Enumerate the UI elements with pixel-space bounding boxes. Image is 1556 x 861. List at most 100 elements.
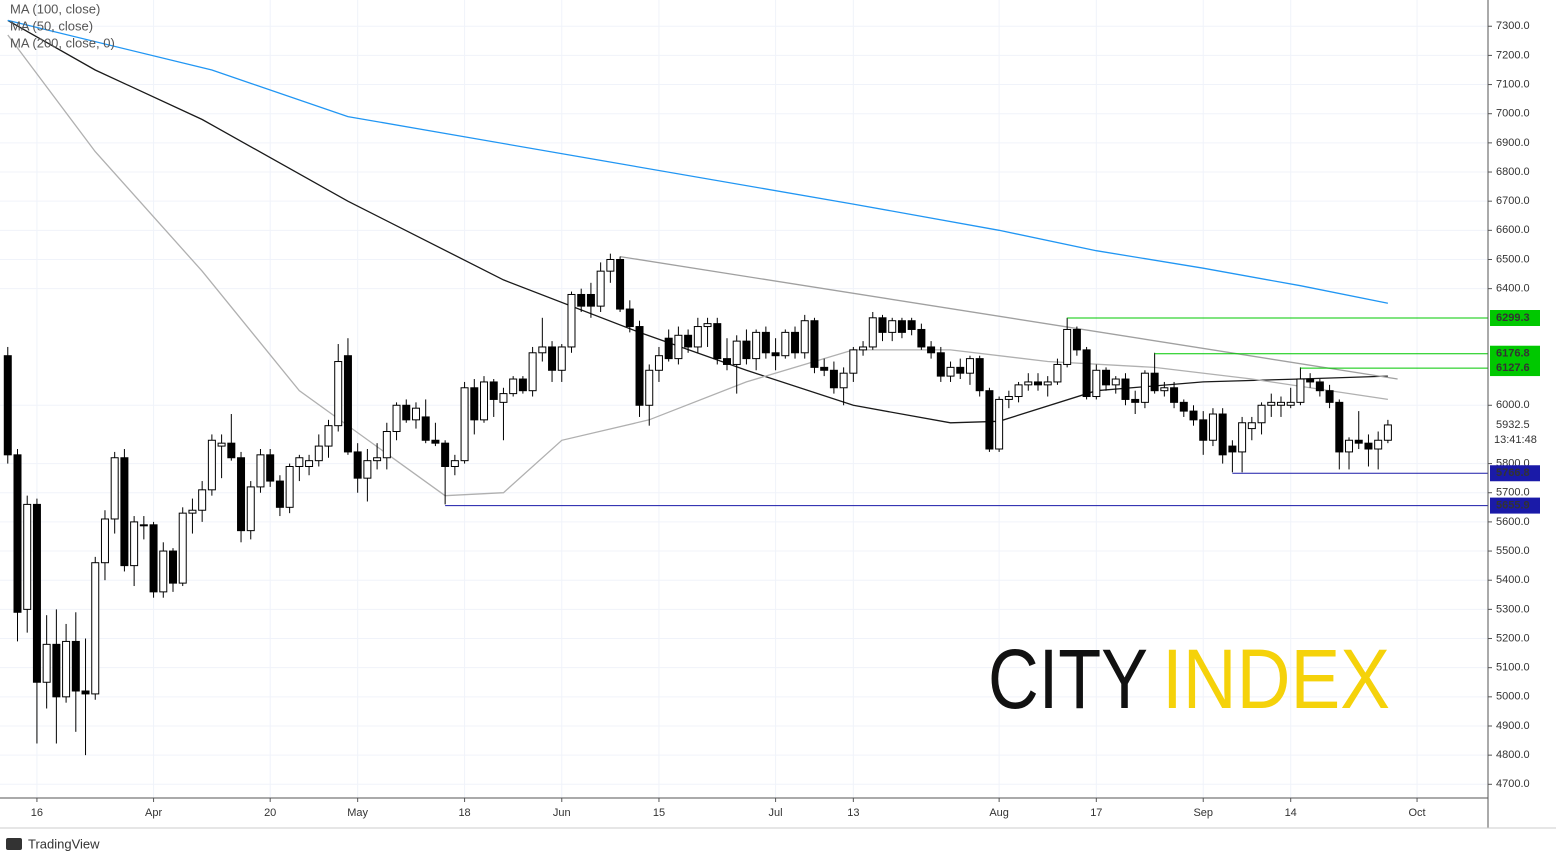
x-tick-label: 14 — [1285, 807, 1297, 819]
candle-body — [169, 550, 178, 584]
y-tick-label: 7100.0 — [1496, 78, 1530, 90]
candle-body — [1063, 328, 1072, 365]
footer-logo — [6, 838, 22, 850]
candle-body — [616, 258, 625, 310]
candle-body — [927, 346, 936, 354]
candle-body — [81, 690, 90, 695]
x-tick-label: 18 — [458, 807, 470, 819]
candle-body — [139, 524, 148, 527]
candle-body — [324, 425, 333, 447]
watermark-left: CITY — [988, 632, 1148, 726]
candle-body — [1004, 396, 1013, 400]
candle-body — [314, 445, 323, 462]
candle-body — [1218, 413, 1227, 456]
candle-body — [499, 393, 508, 403]
legend-entry: MA (200, close, 0) — [10, 35, 115, 50]
candle-body — [1325, 390, 1334, 403]
x-tick-label: 17 — [1090, 807, 1102, 819]
candle-body — [1296, 378, 1305, 403]
y-tick-label: 6700.0 — [1496, 195, 1530, 207]
level-label: 6176.8 — [1496, 348, 1530, 360]
level-label: 5766.8 — [1496, 467, 1530, 479]
candle-body — [956, 366, 965, 374]
x-tick-label: Oct — [1408, 807, 1425, 819]
candle-body — [548, 346, 557, 371]
candle-body — [480, 381, 489, 421]
candle-body — [635, 326, 644, 406]
watermark-right: INDEX — [1162, 632, 1390, 726]
candle-body — [781, 331, 790, 357]
candle-body — [1131, 398, 1140, 403]
candle-body — [363, 460, 372, 479]
candle-body — [1121, 378, 1130, 400]
candle-body — [1247, 422, 1256, 430]
candle-body — [703, 323, 712, 328]
candle-body — [1228, 445, 1237, 453]
candle-body — [557, 346, 566, 371]
candle-body — [810, 320, 819, 368]
candle-body — [227, 442, 236, 459]
candle-body — [3, 355, 12, 456]
candle-body — [295, 457, 304, 467]
candle-body — [100, 518, 109, 564]
candle-body — [936, 352, 945, 377]
candle-body — [441, 442, 450, 467]
candle-body — [946, 366, 955, 377]
candle-body — [849, 349, 858, 374]
candle-body — [645, 369, 654, 406]
candle-body — [246, 486, 255, 532]
candle-body — [791, 331, 800, 354]
candle-body — [528, 352, 537, 392]
candle-body — [577, 293, 586, 307]
candle-body — [596, 270, 605, 307]
candle-body — [1345, 439, 1354, 453]
candle-body — [382, 431, 391, 459]
y-tick-label: 5400.0 — [1496, 574, 1530, 586]
axes: 4700.0 4800.0 4900.0 5000.0 5100.0 5200.0 5300… — [31, 20, 1540, 819]
candle-body — [868, 317, 877, 348]
legend-entry: MA (50, close) — [10, 18, 93, 33]
candle-body — [1043, 381, 1052, 386]
candle-body — [305, 460, 314, 467]
x-tick-label: Jul — [769, 807, 783, 819]
legend-entry: MA (100, close) — [10, 1, 100, 16]
candle-body — [411, 407, 420, 421]
candle-body — [742, 340, 751, 360]
candle-body — [353, 451, 362, 479]
candle-body — [1267, 401, 1276, 406]
candle-body — [1315, 381, 1324, 392]
candle-body — [1034, 381, 1043, 386]
footer-brand[interactable]: TradingView — [28, 836, 100, 851]
candle-body — [1140, 372, 1149, 403]
x-tick-label: Apr — [145, 807, 162, 819]
candle-body — [1072, 328, 1081, 351]
candle-body — [654, 355, 663, 371]
candle-body — [820, 366, 829, 371]
candle-body — [586, 293, 595, 307]
candle-body — [761, 331, 770, 354]
candle-body — [343, 355, 352, 453]
candle-body — [489, 381, 498, 400]
candle-body — [713, 323, 722, 360]
candle-body — [334, 361, 343, 427]
candle-body — [421, 416, 430, 441]
candle-body — [159, 550, 168, 593]
candle-body — [1364, 442, 1373, 450]
countdown: 13:41:48 — [1494, 434, 1537, 446]
candle-body — [402, 404, 411, 421]
y-tick-label: 5300.0 — [1496, 603, 1530, 615]
candle-body — [1199, 419, 1208, 441]
y-tick-label: 5100.0 — [1496, 662, 1530, 674]
y-tick-label: 6500.0 — [1496, 253, 1530, 265]
ma-line — [7, 19, 1389, 304]
candle-body — [829, 369, 838, 389]
candle-body — [149, 524, 158, 593]
candle-body — [1276, 401, 1285, 406]
candle-body — [71, 640, 80, 692]
candle-body — [693, 326, 702, 348]
candle-body — [62, 640, 71, 698]
candle-body — [1160, 387, 1169, 392]
candle-body — [722, 358, 731, 365]
candle-body — [450, 460, 459, 467]
level-label: 5655.9 — [1496, 500, 1530, 512]
